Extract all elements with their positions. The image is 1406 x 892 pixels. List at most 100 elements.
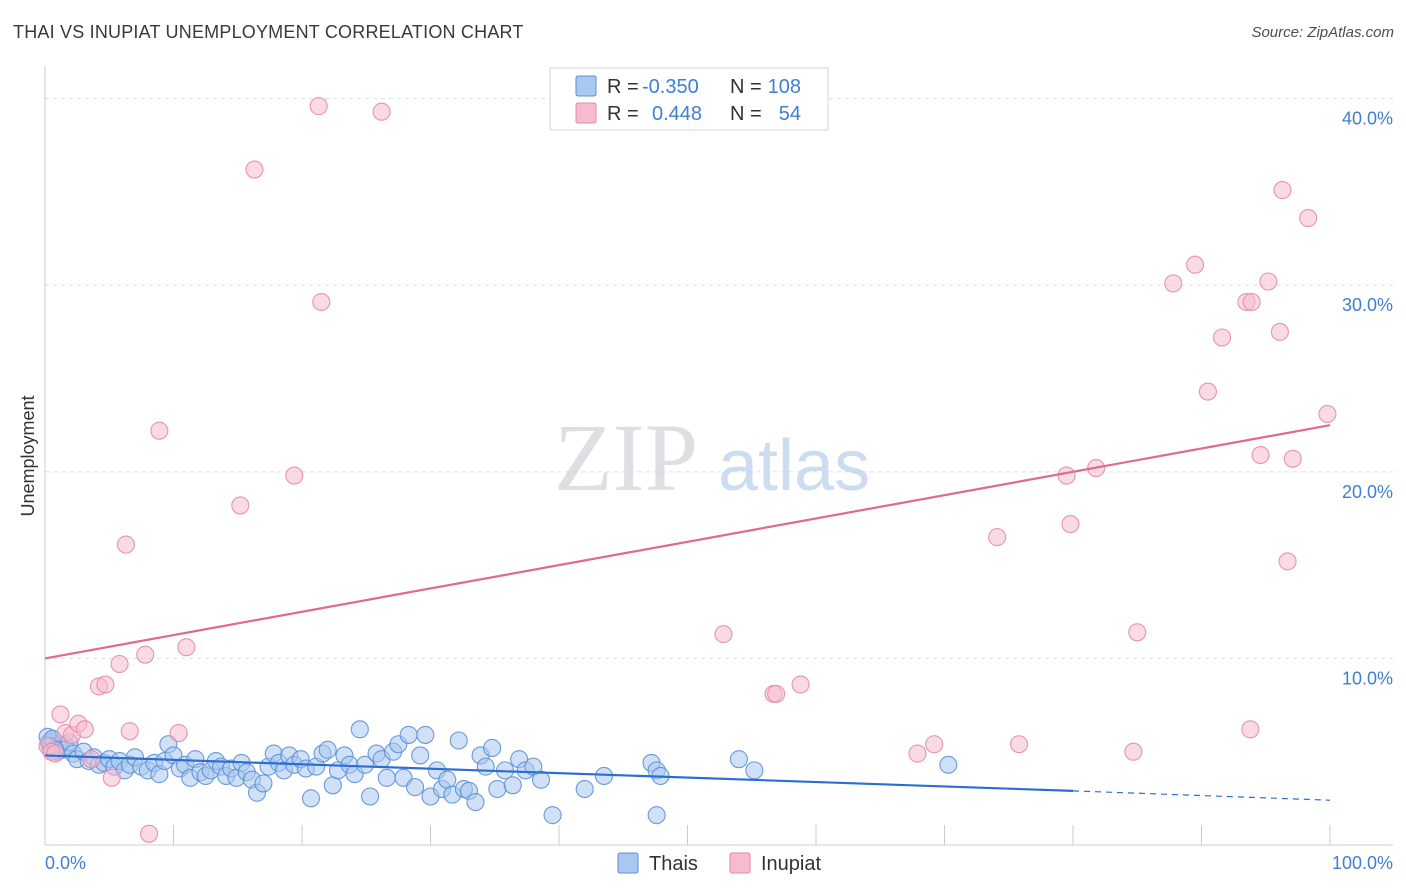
- inupiat-point: [1164, 274, 1183, 293]
- thais-point: [647, 806, 666, 825]
- trend-lines: [44, 424, 1331, 801]
- chart-title: THAI VS INUPIAT UNEMPLOYMENT CORRELATION…: [13, 22, 524, 42]
- inupiat-point: [988, 528, 1007, 547]
- inupiat-point: [908, 744, 927, 763]
- thais-point: [575, 779, 594, 799]
- inupiat-point: [169, 723, 188, 743]
- inupiat-point: [1061, 515, 1080, 534]
- inupiat-point: [245, 160, 264, 179]
- inupiat-point: [1242, 292, 1261, 312]
- legend-label-thais: Thais: [649, 853, 698, 875]
- thais-point: [361, 787, 380, 806]
- stats-swatch-thais: [575, 75, 597, 97]
- thais-point: [543, 806, 562, 825]
- inupiat-point: [1198, 382, 1217, 401]
- thais-point: [416, 725, 435, 744]
- series-legend: Thais Inupiat: [617, 852, 821, 875]
- inupiat-point: [1283, 449, 1302, 468]
- thais-point: [399, 725, 418, 744]
- stats-n-label-thais: N =: [730, 76, 762, 98]
- series-thais-points: [38, 720, 958, 825]
- stats-r-label-thais: R =: [607, 76, 639, 98]
- inupiat-point: [46, 744, 65, 763]
- inupiat-point: [309, 97, 328, 116]
- thais-point: [531, 770, 551, 789]
- inupiat-point: [791, 675, 810, 694]
- axes: [44, 66, 1393, 846]
- watermark-zip: ZIP: [554, 404, 698, 511]
- inupiat-point: [102, 768, 121, 787]
- inupiat-point: [116, 535, 136, 554]
- thais-trend-line: [44, 754, 1074, 792]
- inupiat-point: [150, 421, 169, 440]
- inupiat-point: [51, 705, 70, 724]
- inupiat-point: [285, 466, 304, 485]
- watermark: ZIP atlas: [554, 404, 870, 511]
- inupiat-trend-line: [44, 424, 1331, 660]
- x-tick-label-max: 100.0%: [1332, 853, 1393, 873]
- thais-point: [355, 755, 375, 774]
- inupiat-point: [1273, 181, 1292, 200]
- inupiat-point: [1251, 445, 1270, 465]
- inupiat-point: [1278, 552, 1297, 571]
- inupiat-point: [1128, 623, 1147, 642]
- inupiat-point: [1241, 720, 1260, 739]
- stats-n-label-inupiat: N =: [730, 103, 762, 125]
- thais-point: [350, 720, 369, 739]
- stats-n-value-inupiat: 54: [779, 103, 801, 125]
- thais-point: [301, 789, 321, 808]
- inupiat-point: [140, 824, 159, 843]
- legend-swatch-inupiat: [729, 852, 751, 874]
- y-axis-label: Unemployment: [18, 395, 38, 516]
- y-tick-label: 10.0%: [1342, 668, 1393, 688]
- inupiat-point: [1270, 322, 1289, 341]
- thais-point: [476, 757, 495, 776]
- inupiat-point: [714, 625, 733, 644]
- inupiat-point: [136, 645, 155, 664]
- watermark-atlas: atlas: [718, 426, 870, 506]
- inupiat-point: [1124, 742, 1143, 761]
- thais-point: [318, 740, 337, 759]
- thais-point: [729, 750, 748, 769]
- x-tick-label-min: 0.0%: [45, 853, 86, 873]
- y-tick-labels: 10.0% 20.0% 30.0% 40.0%: [1342, 109, 1393, 689]
- inupiat-point: [312, 292, 331, 312]
- thais-point: [411, 746, 430, 765]
- gridlines: [45, 98, 1393, 659]
- inupiat-point: [231, 496, 250, 515]
- thais-point: [939, 755, 958, 774]
- y-tick-label: 20.0%: [1342, 482, 1393, 502]
- y-tick-label: 30.0%: [1342, 295, 1393, 315]
- inupiat-point: [120, 722, 139, 741]
- thais-point: [488, 779, 507, 799]
- inupiat-point: [177, 638, 196, 657]
- stats-swatch-inupiat: [575, 102, 597, 124]
- inupiat-point: [82, 750, 101, 769]
- inupiat-point: [1299, 209, 1318, 228]
- thais-point: [466, 793, 485, 812]
- stats-r-label-inupiat: R =: [607, 103, 639, 125]
- inupiat-point: [1186, 255, 1205, 274]
- inupiat-point: [925, 735, 944, 754]
- legend-swatch-thais: [617, 852, 639, 874]
- inupiat-point: [1009, 735, 1029, 754]
- inupiat-point: [110, 654, 129, 674]
- thais-trend-line-extension: [1072, 790, 1331, 801]
- stats-r-value-inupiat: 0.448: [652, 103, 702, 125]
- inupiat-point: [1057, 466, 1076, 485]
- thais-point: [503, 776, 522, 795]
- thais-point: [254, 774, 273, 793]
- stats-n-value-thais: 108: [768, 76, 801, 98]
- inupiat-point: [1318, 404, 1337, 424]
- y-tick-label: 40.0%: [1342, 109, 1393, 129]
- legend-label-inupiat: Inupiat: [761, 853, 821, 875]
- stats-legend: R = -0.350 N = 108 R = 0.448 N = 54: [549, 67, 829, 131]
- thais-point: [745, 761, 764, 780]
- inupiat-point: [96, 675, 115, 694]
- stats-r-value-thais: -0.350: [642, 76, 699, 98]
- thais-point: [377, 768, 396, 787]
- inupiat-point: [372, 102, 391, 121]
- thais-point: [406, 778, 425, 797]
- thais-point: [483, 738, 502, 758]
